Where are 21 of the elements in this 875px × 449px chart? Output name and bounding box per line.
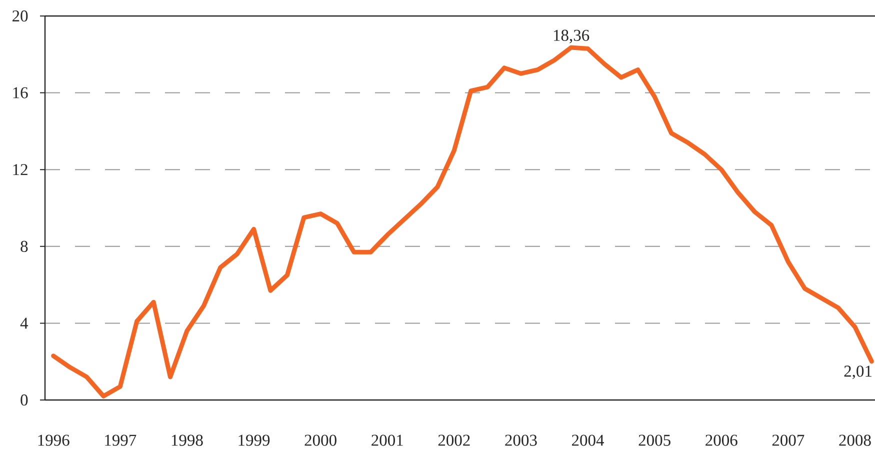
y-tick-label: 4 xyxy=(20,318,28,329)
x-tick-label: 1996 xyxy=(38,434,70,446)
x-tick-label: 2002 xyxy=(438,434,470,446)
x-tick-label: 2006 xyxy=(706,434,738,446)
data-label: 18,36 xyxy=(554,30,590,44)
y-tick-label: 8 xyxy=(20,240,28,252)
x-tick-label: 1998 xyxy=(172,434,203,446)
x-tick-label: 1997 xyxy=(105,434,136,446)
data-label: 2,01 xyxy=(844,366,872,380)
y-tick-label: 0 xyxy=(20,394,28,406)
y-tick-label: 20 xyxy=(12,10,28,22)
x-tick-label: 1999 xyxy=(238,434,270,446)
y-tick-label: 12 xyxy=(13,164,28,176)
x-tick-label: 2007 xyxy=(772,434,804,446)
x-tick-label: 2008 xyxy=(839,434,871,446)
x-tick-label: 2003 xyxy=(505,434,537,446)
x-tick-label: 2000 xyxy=(304,434,336,446)
y-tick-label: 16 xyxy=(13,87,28,98)
x-tick-label: 2004 xyxy=(572,434,604,446)
x-tick-label: 2005 xyxy=(638,434,670,446)
x-tick-label: 2001 xyxy=(372,434,403,446)
